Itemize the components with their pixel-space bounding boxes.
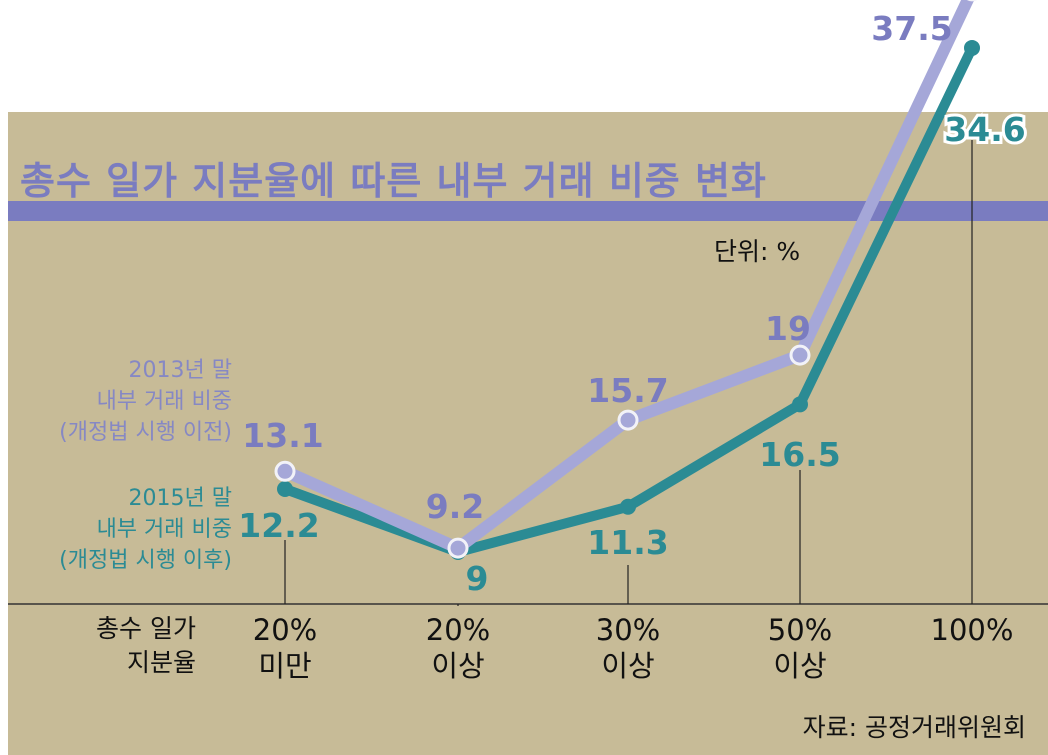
x-tick-label: 20% 이상 (425, 613, 491, 683)
series-line (279, 0, 975, 555)
chart-title: 총수 일가 지분율에 따른 내부 거래 비중 변화 (20, 159, 767, 203)
x-tick-label: 20% 미만 (252, 613, 318, 683)
title-bar (8, 201, 1048, 221)
data-point (274, 460, 296, 482)
data-label: 9.2 (426, 487, 484, 526)
x-tick-label: 30% 이상 (595, 613, 661, 683)
data-point (277, 481, 293, 498)
data-point (447, 537, 469, 559)
data-point (617, 409, 639, 431)
data-point (792, 396, 808, 413)
data-label: 37.5 (871, 9, 952, 48)
legend-2013: 2013년 말 내부 거래 비중 (개정법 시행 이전) (59, 358, 232, 445)
data-label: 9 (466, 559, 489, 598)
x-tick-label: 100% (930, 613, 1014, 647)
x-tick-label: 50% 이상 (767, 613, 833, 683)
data-label: 15.7 (587, 371, 668, 410)
data-label: 16.5 (759, 435, 840, 474)
x-axis-title: 총수 일가 지분율 (96, 614, 196, 677)
data-point (964, 39, 980, 56)
data-point (789, 344, 811, 366)
data-point (620, 498, 636, 515)
data-label: 11.3 (587, 523, 668, 562)
data-label: 19 (765, 309, 811, 348)
data-label: 13.1 (242, 416, 323, 455)
legend-2015: 2015년 말 내부 거래 비중 (개정법 시행 이후) (59, 486, 232, 573)
series-line (280, 42, 977, 558)
source-note: 자료: 공정거래위원회 (802, 713, 1026, 742)
data-label: 34.6 (944, 110, 1025, 149)
unit-label: 단위: % (714, 237, 801, 266)
data-label: 12.2 (238, 506, 319, 545)
